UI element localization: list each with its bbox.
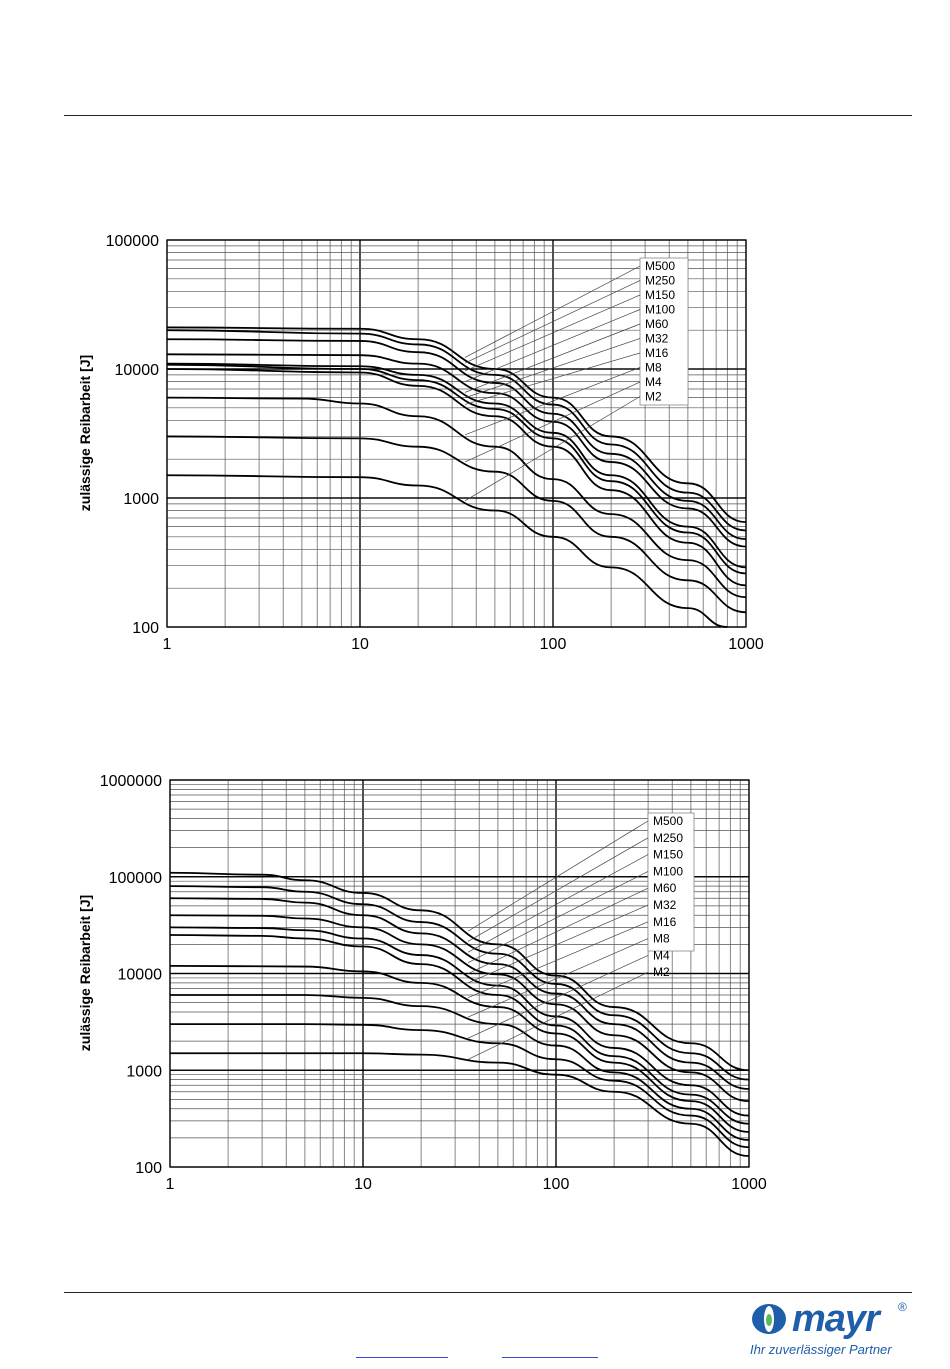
x-tick-label: 100: [543, 1176, 570, 1193]
legend-label: M16: [653, 915, 677, 929]
legend-label: M250: [653, 831, 683, 845]
x-tick-label: 1000: [728, 636, 764, 653]
header-rule: [64, 115, 912, 116]
company-logo: mayr ® Ihr zuverlässiger Partner: [748, 1298, 918, 1360]
series-line-m100: [166, 353, 747, 548]
logo-tagline: Ihr zuverlässiger Partner: [750, 1342, 892, 1357]
series-line-m60: [166, 362, 747, 569]
legend-leader-line: [464, 396, 641, 502]
legend-leader-line: [467, 938, 649, 1018]
series-line-m150: [166, 338, 747, 541]
legend-label: M250: [645, 274, 675, 288]
legend-leader-line: [464, 265, 641, 358]
legend-label: M32: [653, 898, 677, 912]
series-line-m250: [166, 329, 747, 532]
legend-label: M60: [653, 881, 677, 895]
legend-label: M150: [645, 288, 675, 302]
legend-label: M2: [645, 390, 662, 404]
y-tick-label: 100: [132, 620, 159, 637]
legend-label: M4: [653, 948, 670, 962]
x-tick-label: 1000: [731, 1176, 767, 1193]
chart-1: 1 10 100 1000 100 1000 10000 100000 zulässige Re…: [77, 233, 764, 653]
y-tick-label: 100000: [109, 870, 162, 887]
legend-label: M8: [653, 932, 670, 946]
series-line-m2: [170, 1052, 750, 1157]
legend-leader-line: [464, 352, 641, 405]
chart-2: 1 10 100 1000 100 1000 10000 100000 1000000 zuläs…: [77, 773, 767, 1193]
x-tick-label: 10: [354, 1176, 372, 1193]
legend-leader-line: [464, 367, 641, 436]
legend-box: [639, 257, 689, 406]
y-tick-label: 10000: [115, 362, 160, 379]
y-tick-label: 100: [135, 1160, 162, 1177]
legend-label: M500: [653, 814, 683, 828]
series-line-m32: [166, 363, 747, 575]
y-tick-label: 1000: [126, 1063, 162, 1080]
legend-leader-line: [467, 971, 649, 1060]
series-line-m8: [166, 396, 747, 599]
legend-leader-line: [464, 294, 641, 372]
legend-label: M100: [645, 303, 675, 317]
y-tick-label: 1000: [123, 491, 159, 508]
series-line-m100: [169, 914, 750, 1102]
footer-link-1[interactable]: [356, 1357, 448, 1358]
legend-leader-line: [467, 887, 649, 975]
series-line-m4: [166, 435, 747, 614]
grid: [169, 779, 750, 1168]
series-line-m150: [169, 897, 750, 1090]
series-line-m8: [169, 994, 750, 1141]
y-tick-label: 10000: [118, 967, 163, 984]
series-line-m32: [169, 934, 750, 1125]
y-tick-label: 100000: [106, 233, 159, 250]
logo-wordmark: mayr: [792, 1298, 880, 1340]
legend-leader-line: [464, 338, 641, 399]
x-tick-label: 100: [540, 636, 567, 653]
legend-label: M4: [645, 375, 662, 389]
legend-label: M8: [645, 361, 662, 375]
legend-label: M100: [653, 864, 683, 878]
legend-label: M16: [645, 346, 669, 360]
legend-leader-line: [467, 837, 649, 942]
legend-leader-line: [467, 904, 649, 984]
series-line-m16: [166, 368, 747, 587]
legend-leader-line: [464, 323, 641, 393]
legend-label: M60: [645, 317, 669, 331]
x-tick-label: 1: [163, 636, 172, 653]
footer-rule: [64, 1292, 912, 1293]
series-line-m2: [166, 474, 728, 628]
plot-frame: [169, 779, 750, 1168]
x-tick-label: 10: [351, 636, 369, 653]
legend-leader-line: [464, 280, 641, 364]
logo-mark-icon: [752, 1304, 786, 1334]
legend-leader-line: [464, 381, 641, 463]
legend-leader-line: [467, 854, 649, 953]
legend-label: M2: [653, 965, 670, 979]
legend-leader-line: [467, 820, 649, 932]
legend-box: [647, 812, 695, 952]
legend-leader-line: [464, 309, 641, 382]
plot-frame: [166, 239, 747, 628]
legend: M500 M250 M150 M100 M60 M32 M16 M8 M4 M2: [467, 812, 695, 1060]
y-axis-label: zulässige Reibarbeit [J]: [77, 355, 93, 511]
legend-leader-line: [467, 955, 649, 1039]
logo-registered-mark: ®: [898, 1300, 907, 1314]
series-line-m250: [169, 885, 750, 1081]
series-line-m60: [169, 926, 750, 1117]
legend-leader-line: [467, 871, 649, 963]
legend-label: M150: [653, 848, 683, 862]
series-line-m4: [169, 1023, 750, 1149]
y-tick-label: 1000000: [100, 773, 162, 790]
series-line-m16: [169, 964, 750, 1133]
series-group: [166, 326, 747, 628]
legend-leader-line: [467, 921, 649, 998]
footer-link-2[interactable]: [502, 1357, 598, 1358]
y-axis-label: zulässige Reibarbeit [J]: [77, 895, 93, 1051]
x-tick-label: 1: [166, 1176, 175, 1193]
legend-label: M500: [645, 259, 675, 273]
legend-label: M32: [645, 332, 669, 346]
